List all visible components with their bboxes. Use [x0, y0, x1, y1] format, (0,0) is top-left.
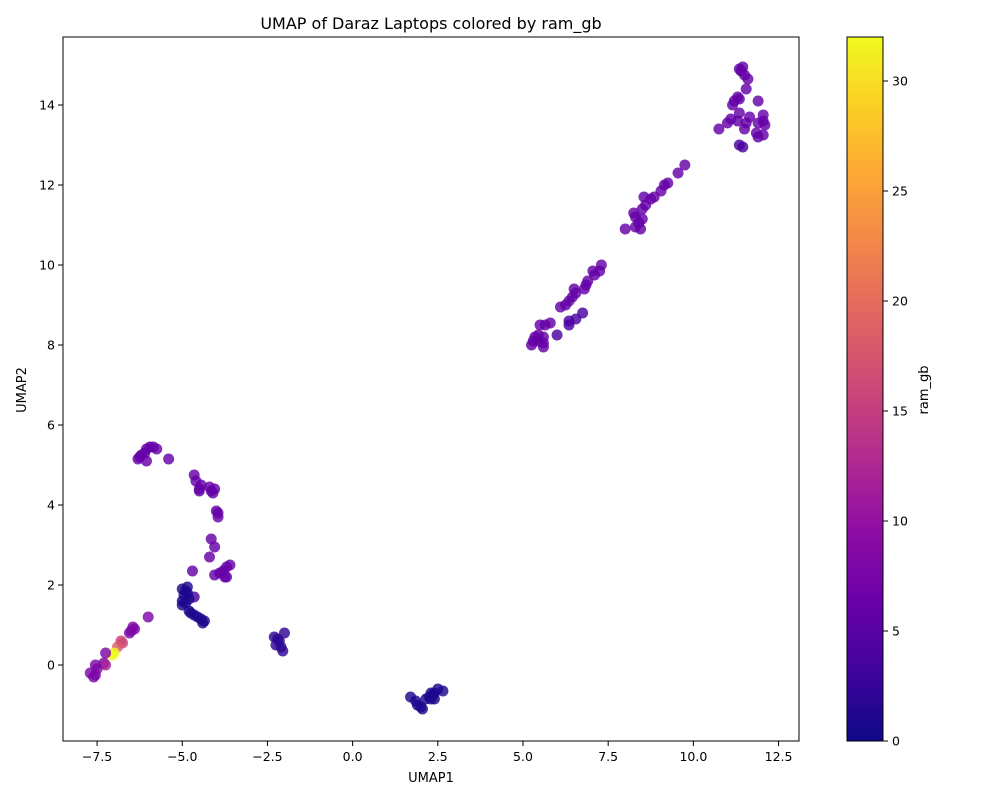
- chart-title: UMAP of Daraz Laptops colored by ram_gb: [260, 14, 601, 34]
- data-point-57: [554, 301, 566, 313]
- colorbar: [846, 36, 884, 742]
- colorbar-tick-label: 15: [892, 404, 908, 419]
- y-tick-label: 10: [39, 258, 55, 273]
- data-point-64: [534, 319, 546, 331]
- colorbar-tick-label: 20: [892, 294, 908, 309]
- data-point-92: [207, 487, 219, 499]
- colorbar-tick-label: 10: [892, 514, 908, 529]
- data-point-95: [212, 511, 224, 523]
- data-point-24: [757, 129, 769, 141]
- data-point-6: [752, 95, 764, 107]
- plot-area-frame: [62, 36, 800, 742]
- colorbar-tick-label: 0: [892, 734, 900, 749]
- x-tick-label: 10.0: [679, 749, 707, 764]
- y-tick-label: 4: [47, 498, 55, 513]
- data-point-73: [551, 329, 563, 341]
- data-point-141: [88, 671, 100, 683]
- y-axis: 0 2 4 6 8 10 12 14: [39, 98, 63, 673]
- data-point-15: [732, 115, 744, 127]
- y-tick-label: 6: [47, 418, 55, 433]
- data-point-51: [578, 283, 590, 295]
- x-tick-label: −7.5: [82, 749, 112, 764]
- data-point-123: [197, 617, 209, 629]
- x-axis: −7.5 −5.0 −2.5 0.0 2.5 5.0 7.5 10.0 12.5: [82, 741, 793, 764]
- data-point-97: [209, 541, 221, 553]
- data-point-103: [209, 569, 221, 581]
- data-point-14: [721, 117, 733, 129]
- data-point-61: [563, 319, 575, 331]
- data-point-128: [123, 627, 135, 639]
- data-point-162: [416, 703, 428, 715]
- data-point-43: [635, 223, 647, 235]
- data-point-98: [204, 551, 216, 563]
- x-tick-label: 7.5: [598, 749, 618, 764]
- data-point-136: [100, 659, 112, 671]
- data-point-28: [679, 159, 691, 171]
- data-point-124: [142, 611, 154, 623]
- data-point-5: [740, 83, 752, 95]
- x-tick-label: 0.0: [343, 749, 363, 764]
- x-tick-label: −5.0: [167, 749, 197, 764]
- x-tick-label: 2.5: [428, 749, 448, 764]
- data-point-9: [727, 99, 739, 111]
- data-point-37: [636, 203, 648, 215]
- colorbar-tick-label: 5: [892, 624, 900, 639]
- y-axis-label: UMAP2: [15, 367, 30, 413]
- data-point-150: [437, 685, 449, 697]
- y-tick-label: 8: [47, 338, 55, 353]
- data-point-105: [221, 571, 233, 583]
- data-point-83: [163, 453, 175, 465]
- colorbar-tick-label: 25: [892, 184, 908, 199]
- data-point-88: [193, 485, 205, 497]
- data-point-72: [537, 341, 549, 353]
- data-point-71: [526, 339, 538, 351]
- data-point-27: [737, 141, 749, 153]
- scatter-points: [84, 61, 771, 715]
- data-point-81: [132, 453, 144, 465]
- x-axis-label: UMAP1: [408, 771, 454, 786]
- data-point-144: [278, 627, 290, 639]
- colorbar-axis: 0 5 10 15 20 25 30: [883, 74, 908, 749]
- data-point-148: [277, 645, 289, 657]
- x-tick-label: 5.0: [513, 749, 533, 764]
- data-point-157: [420, 693, 432, 705]
- y-tick-label: 12: [39, 178, 55, 193]
- y-tick-label: 0: [47, 658, 55, 673]
- colorbar-tick-label: 30: [892, 74, 908, 89]
- x-tick-label: 12.5: [765, 749, 793, 764]
- data-point-134: [100, 647, 112, 659]
- data-point-4: [742, 73, 754, 85]
- data-point-82: [140, 455, 152, 467]
- data-point-77: [151, 443, 163, 455]
- data-point-44: [619, 223, 631, 235]
- data-point-106: [186, 565, 198, 577]
- data-point-29: [672, 167, 684, 179]
- x-tick-label: −2.5: [252, 749, 282, 764]
- data-point-25: [713, 123, 725, 135]
- data-point-17: [738, 123, 750, 135]
- data-point-21: [752, 117, 764, 129]
- y-tick-label: 2: [47, 578, 55, 593]
- data-point-10: [732, 91, 744, 103]
- colorbar-label: ram_gb: [917, 366, 932, 415]
- y-tick-label: 14: [39, 98, 55, 113]
